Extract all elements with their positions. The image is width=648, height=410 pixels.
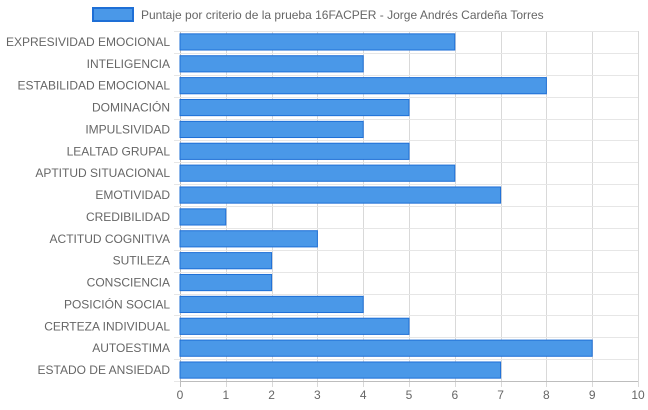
category-label: APTITUD SITUACIONAL — [35, 166, 170, 180]
x-tick-label: 8 — [543, 388, 550, 402]
category-label: ESTABILIDAD EMOCIONAL — [18, 79, 171, 93]
bars — [179, 33, 593, 379]
x-tick-label: 4 — [360, 388, 367, 402]
category-label: CERTEZA INDIVIDUAL — [44, 319, 170, 333]
x-tick-label: 9 — [589, 388, 596, 402]
x-tick-label: 7 — [497, 388, 504, 402]
bar[interactable] — [179, 361, 502, 379]
bar[interactable] — [179, 208, 227, 226]
category-labels: EXPRESIVIDAD EMOCIONAL INTELIGENCIA ESTABI… — [6, 35, 170, 377]
x-tick-labels: 0 1 2 3 4 5 6 7 8 9 10 — [177, 388, 645, 402]
legend-swatch — [92, 7, 134, 22]
category-label: INTELIGENCIA — [87, 57, 170, 71]
x-tick-label: 3 — [314, 388, 321, 402]
category-label: EXPRESIVIDAD EMOCIONAL — [6, 35, 170, 49]
bar[interactable] — [179, 252, 273, 270]
category-label: LEALTAD GRUPAL — [67, 144, 171, 158]
x-tick-label: 6 — [451, 388, 458, 402]
bar[interactable] — [179, 339, 593, 357]
bar[interactable] — [179, 55, 364, 73]
legend-label: Puntaje por criterio de la prueba 16FACP… — [141, 8, 544, 22]
category-label: ACTITUD COGNITIVA — [50, 232, 170, 246]
category-label: EMOTIVIDAD — [95, 188, 170, 202]
category-label: CONSCIENCIA — [87, 276, 170, 290]
category-label: ESTADO DE ANSIEDAD — [38, 363, 171, 377]
bar[interactable] — [179, 273, 273, 292]
bar[interactable] — [179, 317, 410, 335]
bar[interactable] — [179, 164, 456, 182]
bar[interactable] — [179, 142, 410, 160]
category-label: SUTILEZA — [113, 254, 170, 268]
bar[interactable] — [179, 98, 410, 117]
category-label: DOMINACIÓN — [92, 100, 170, 115]
bar[interactable] — [179, 120, 364, 139]
x-tick-label: 2 — [268, 388, 275, 402]
x-tick-label: 1 — [222, 388, 229, 402]
category-label: POSICIÓN SOCIAL — [64, 296, 170, 311]
bar[interactable] — [179, 230, 318, 248]
category-label: AUTOESTIMA — [92, 341, 170, 355]
category-label: IMPULSIVIDAD — [85, 122, 170, 136]
bar[interactable] — [179, 77, 547, 95]
x-tick-label: 10 — [631, 388, 645, 402]
category-label: CREDIBILIDAD — [86, 210, 170, 224]
x-tick-label: 5 — [406, 388, 413, 402]
bar[interactable] — [179, 295, 364, 314]
bar[interactable] — [179, 33, 456, 51]
legend[interactable]: Puntaje por criterio de la prueba 16FACP… — [92, 7, 544, 22]
bar[interactable] — [179, 186, 502, 204]
x-tick-label: 0 — [177, 388, 184, 402]
